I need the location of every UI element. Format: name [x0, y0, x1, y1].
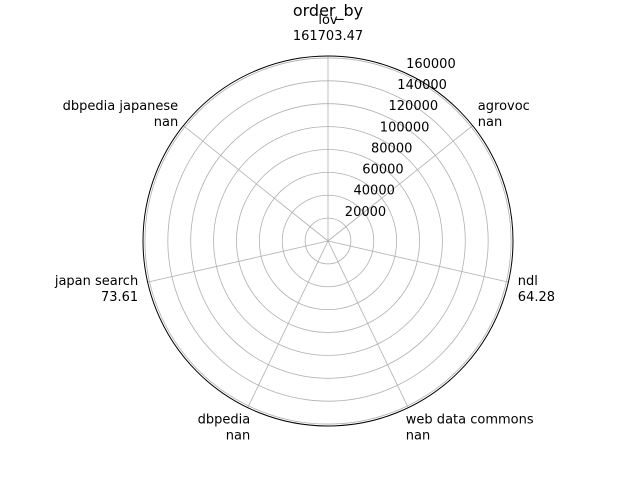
grid-layer [144, 56, 512, 425]
category-name: ndl [518, 274, 538, 289]
angular-gridline [327, 240, 409, 408]
category-value: 161703.47 [293, 29, 363, 44]
category-value: nan [226, 429, 250, 444]
radial-tick-label: 140000 [397, 78, 447, 93]
tick-layer: 20000 40000 60000 80000 100000 120000 140000 16… [345, 57, 456, 220]
category-name: agrovoc [478, 99, 530, 114]
category-value: nan [406, 429, 430, 444]
category-name: dbpedia [198, 413, 251, 428]
angular-gridline [183, 125, 329, 242]
angular-gridline [327, 125, 473, 242]
category-value: 64.28 [518, 290, 555, 305]
chart-title: order_by [293, 1, 363, 21]
radial-tick-label: 160000 [406, 57, 456, 72]
angular-gridline [247, 240, 329, 408]
radial-tick-label: 40000 [354, 184, 395, 199]
category-value: nan [154, 115, 178, 130]
category-name: lov [318, 13, 338, 28]
radial-tick-label: 60000 [362, 163, 403, 178]
category-value: 73.61 [101, 290, 138, 305]
category-value: nan [478, 115, 502, 130]
category-name: dbpedia japanese [63, 99, 179, 114]
angular-gridline [147, 240, 329, 283]
angular-gridline [327, 240, 509, 283]
radial-tick-label: 80000 [371, 141, 412, 156]
radial-tick-label: 120000 [389, 99, 439, 114]
category-name: web data commons [406, 413, 534, 428]
polar-frame [142, 55, 514, 427]
frame-layer [142, 55, 514, 427]
radial-tick-label: 20000 [345, 205, 386, 220]
radial-tick-label: 100000 [380, 120, 430, 135]
category-name: japan search [54, 274, 138, 289]
